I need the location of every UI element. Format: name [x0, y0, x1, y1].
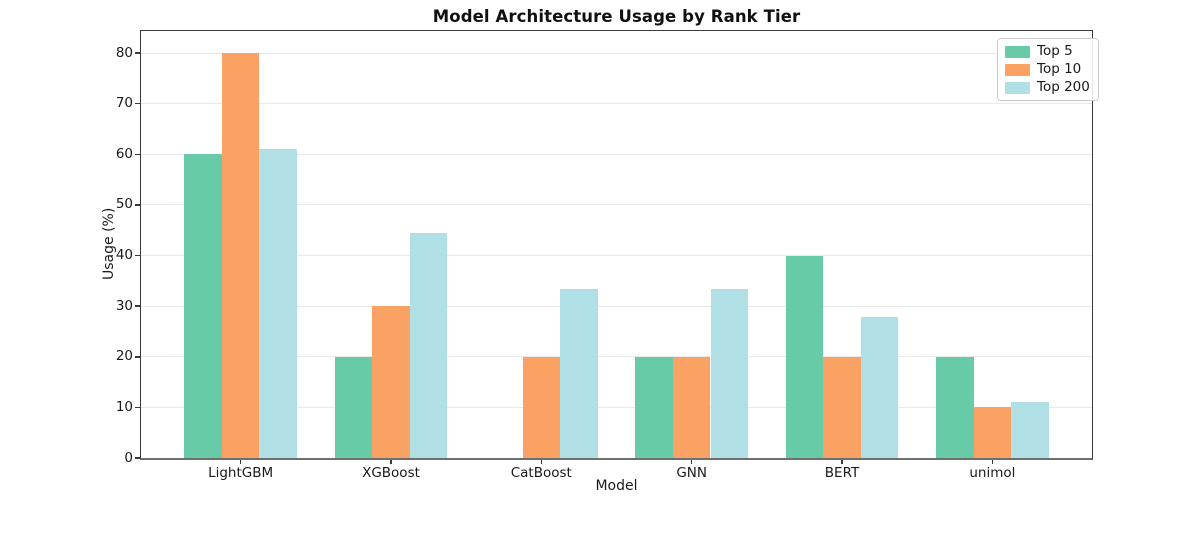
y-tick	[135, 153, 140, 155]
legend: Top 5 Top 10 Top 200	[997, 38, 1099, 101]
bar	[221, 53, 260, 458]
y-tick	[135, 457, 140, 459]
legend-label: Top 5	[1037, 43, 1073, 59]
x-tick-label: XGBoost	[362, 465, 420, 481]
y-axis-label: Usage (%)	[101, 207, 117, 280]
x-tick	[991, 460, 994, 464]
bar	[334, 356, 373, 458]
y-tick-label: 30	[115, 297, 133, 314]
x-tick-label: BERT	[824, 465, 860, 481]
y-tick	[135, 254, 140, 257]
legend-label: Top 10	[1037, 61, 1082, 77]
x-tick	[239, 460, 242, 464]
bar	[372, 306, 410, 458]
bar	[936, 356, 974, 458]
x-tick	[540, 460, 543, 464]
x-axis-label: Model	[595, 478, 638, 494]
y-tick-label: 50	[115, 196, 133, 213]
gridline	[141, 204, 1092, 206]
y-tick	[135, 102, 140, 105]
x-tick-label: CatBoost	[510, 465, 572, 481]
bar	[259, 148, 297, 458]
y-tick	[135, 52, 140, 54]
gridline	[141, 356, 1092, 358]
bar	[635, 356, 673, 458]
bar	[710, 289, 749, 458]
bar	[823, 356, 861, 458]
y-tick-label: 70	[115, 95, 133, 112]
y-tick-label: 40	[115, 247, 133, 263]
bar	[1011, 401, 1049, 458]
legend-swatch-icon	[1005, 81, 1030, 94]
bar	[860, 317, 899, 458]
x-tick-label: unimol	[969, 465, 1016, 481]
bar	[785, 255, 824, 458]
bar	[560, 289, 598, 458]
chart-title: Model Architecture Usage by Rank Tier	[432, 7, 801, 26]
plot-area	[140, 30, 1093, 460]
legend-swatch-icon	[1005, 63, 1030, 76]
y-tick-label: 60	[115, 145, 133, 162]
bar	[184, 154, 222, 458]
gridline	[141, 255, 1092, 256]
bar	[522, 356, 561, 458]
legend-item: Top 10	[1005, 61, 1090, 77]
gridline	[141, 103, 1092, 105]
y-tick	[135, 204, 140, 206]
legend-item: Top 200	[1005, 79, 1090, 95]
x-tick-label: LightGBM	[208, 465, 274, 481]
x-tick-label: GNN	[676, 465, 708, 481]
gridline	[141, 153, 1092, 155]
gridline	[141, 305, 1092, 307]
y-tick	[135, 305, 140, 307]
x-tick	[390, 460, 392, 464]
bar	[672, 356, 711, 458]
legend-label: Top 200	[1037, 79, 1090, 95]
bar	[409, 233, 448, 458]
x-tick	[690, 460, 693, 464]
x-tick	[841, 460, 843, 464]
y-tick	[135, 406, 140, 409]
y-tick-label: 10	[115, 398, 133, 415]
legend-swatch-icon	[1005, 45, 1030, 58]
y-tick-label: 80	[115, 44, 133, 61]
legend-item: Top 5	[1005, 43, 1090, 59]
y-tick-label: 0	[124, 449, 133, 466]
bar	[973, 407, 1012, 458]
y-tick	[135, 356, 140, 358]
gridline	[141, 52, 1092, 54]
gridline	[141, 406, 1092, 408]
y-tick-label: 20	[115, 348, 133, 365]
